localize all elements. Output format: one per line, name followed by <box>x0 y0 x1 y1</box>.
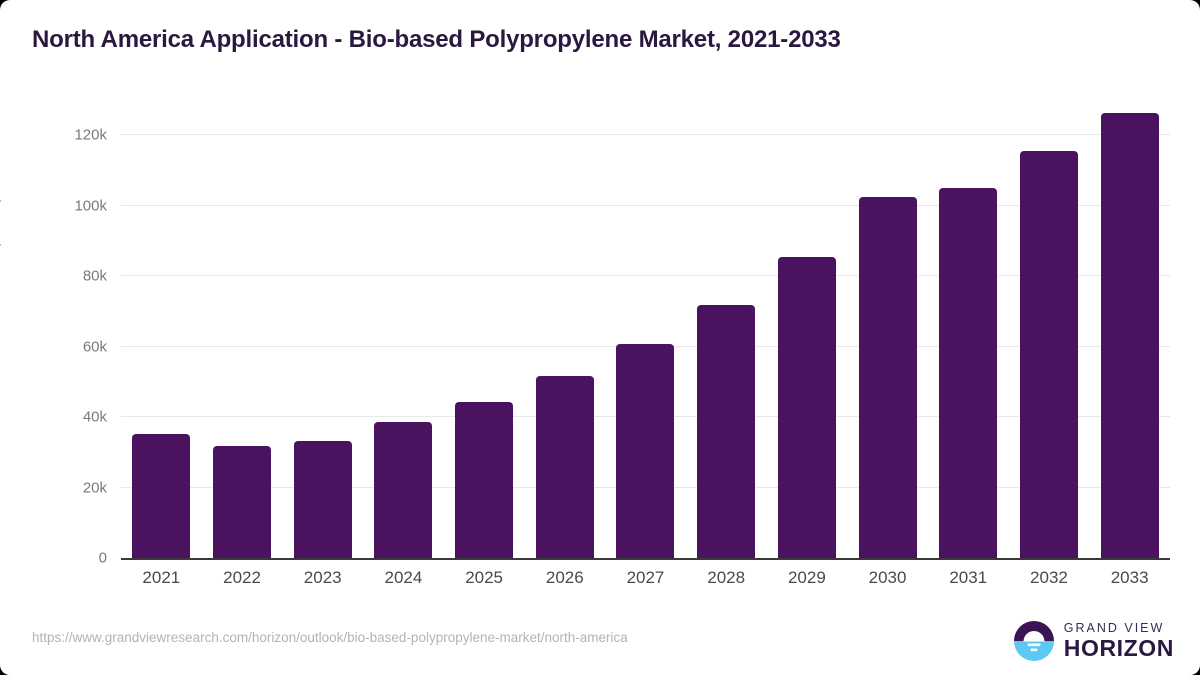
brand-logo-line2: HORIZON <box>1063 634 1174 661</box>
bar[interactable] <box>1019 151 1078 558</box>
bar-slot[interactable] <box>444 100 525 558</box>
source-url[interactable]: https://www.grandviewresearch.com/horizo… <box>32 630 628 645</box>
gridline <box>121 275 1170 277</box>
bar-slot[interactable] <box>121 100 202 558</box>
bar-slot[interactable] <box>847 100 928 558</box>
plot-area <box>121 100 1170 558</box>
y-axis-tick-label: 60k <box>82 338 107 356</box>
bar-slot[interactable] <box>282 100 363 558</box>
horizon-sun-circle-icon <box>1013 621 1054 661</box>
y-axis-tick-label: 80k <box>82 267 107 285</box>
y-axis-tick-label: 100k <box>74 197 107 215</box>
x-axis-tick-label: 2026 <box>545 568 584 587</box>
x-axis-tick-label: 2021 <box>142 568 181 587</box>
x-axis-tick-label: 2030 <box>868 568 907 587</box>
y-axis-tick-label: 20k <box>82 479 107 497</box>
x-axis-tick-label: 2029 <box>787 568 826 587</box>
bar-slot[interactable] <box>928 100 1009 558</box>
bar-slot[interactable] <box>202 100 283 558</box>
gridline <box>121 134 1170 136</box>
bar[interactable] <box>858 196 917 558</box>
brand-logo: GRAND VIEW HORIZON <box>1013 620 1174 662</box>
bar-slot[interactable] <box>767 100 848 558</box>
brand-logo-line1: GRAND VIEW <box>1063 621 1165 636</box>
y-axis-tick-label: 120k <box>74 126 107 144</box>
bar[interactable] <box>939 188 998 558</box>
x-axis-tick-label: 2033 <box>1110 568 1149 587</box>
x-axis-tick-label: 2024 <box>384 568 423 587</box>
bar-slot[interactable] <box>524 100 605 558</box>
y-axis-label: Market Size (US$K) <box>0 197 2 338</box>
x-axis-line <box>121 558 1170 560</box>
page-title: North America Application - Bio-based Po… <box>32 26 841 53</box>
bar[interactable] <box>293 441 352 558</box>
bar-slot[interactable] <box>1009 100 1090 558</box>
bar[interactable] <box>1100 112 1159 558</box>
bar[interactable] <box>616 343 675 558</box>
bar[interactable] <box>455 401 514 558</box>
x-axis-tick-label: 2031 <box>949 568 988 587</box>
y-axis-tick-label: 0 <box>98 549 107 567</box>
x-axis-tick-label: 2025 <box>465 568 504 587</box>
bar[interactable] <box>697 305 756 558</box>
bar-slot[interactable] <box>363 100 444 558</box>
brand-logo-text: GRAND VIEW HORIZON <box>1064 622 1174 660</box>
x-axis-tick-label: 2032 <box>1030 568 1068 587</box>
bar[interactable] <box>535 375 594 558</box>
x-axis-tick-label: 2022 <box>223 568 261 587</box>
bar[interactable] <box>213 445 272 558</box>
gridline <box>121 204 1170 206</box>
bar[interactable] <box>374 422 433 558</box>
x-axis-tick-label: 2027 <box>626 568 665 587</box>
bar-slot[interactable] <box>1089 100 1170 558</box>
bar-slot[interactable] <box>686 100 767 558</box>
bar-slot[interactable] <box>605 100 686 558</box>
bar[interactable] <box>777 257 836 558</box>
y-axis-tick-label: 40k <box>82 408 107 426</box>
x-axis-tick-label: 2028 <box>707 568 746 587</box>
bar[interactable] <box>132 434 191 558</box>
x-axis-tick-label: 2023 <box>303 568 342 587</box>
